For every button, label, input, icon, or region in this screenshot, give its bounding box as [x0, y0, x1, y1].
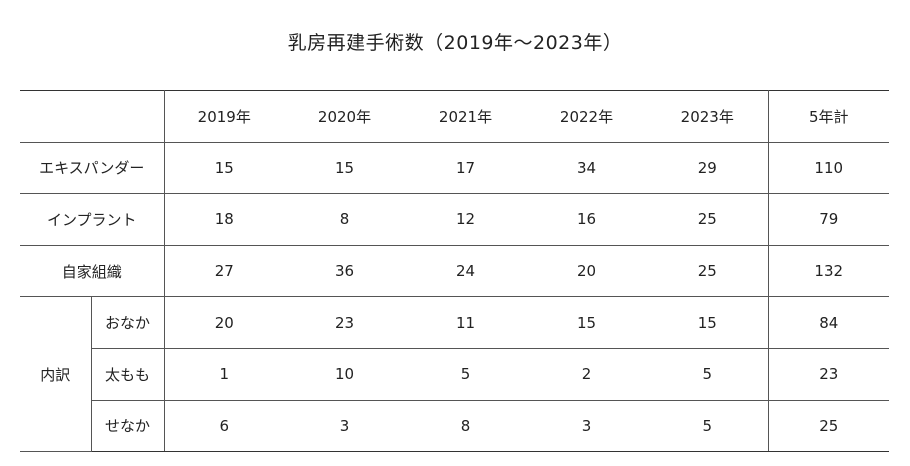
table-cell: 5: [647, 347, 769, 401]
table-row: 太もも 1 10 5 2 5 23: [20, 347, 889, 401]
row-label: 自家組織: [20, 244, 165, 298]
total-cell: 84: [768, 296, 889, 349]
table-cell: 25: [647, 244, 769, 298]
table-cell: 5: [405, 347, 526, 401]
row-label: エキスパンダー: [20, 141, 165, 195]
column-header: 2022年: [526, 90, 647, 143]
table-cell: 25: [647, 193, 769, 246]
table-cell: 10: [284, 347, 405, 401]
header-row: 2019年 2020年 2021年 2022年 2023年 5年計: [20, 90, 889, 143]
page-title: 乳房再建手術数（2019年～2023年）: [287, 32, 623, 54]
total-cell: 79: [768, 193, 889, 246]
table-cell: 11: [405, 296, 526, 349]
table-row: エキスパンダー 15 15 17 34 29 110: [20, 141, 889, 195]
row-label: インプラント: [20, 193, 165, 246]
table-cell: 2: [526, 347, 647, 401]
table-cell: 3: [526, 399, 647, 453]
table-cell: 20: [164, 296, 284, 349]
table-cell: 18: [164, 193, 284, 246]
column-header: 2023年: [647, 90, 769, 143]
corner-cell: [20, 90, 165, 143]
total-cell: 110: [768, 141, 889, 195]
total-cell: 23: [768, 347, 889, 401]
table-cell: 15: [647, 296, 769, 349]
table-cell: 15: [284, 141, 405, 195]
table-cell: 24: [405, 244, 526, 298]
table-cell: 16: [526, 193, 647, 246]
sub-row-label: せなか: [91, 399, 165, 453]
table-cell: 15: [526, 296, 647, 349]
total-cell: 25: [768, 399, 889, 453]
column-header: 2019年: [164, 90, 284, 143]
total-cell: 132: [768, 244, 889, 298]
sub-row-label: おなか: [91, 296, 165, 349]
table-row: せなか 6 3 8 3 5 25: [20, 399, 889, 453]
table-cell: 8: [405, 399, 526, 453]
table-cell: 5: [647, 399, 769, 453]
table-row: 自家組織 27 36 24 20 25 132: [20, 244, 889, 298]
table-cell: 17: [405, 141, 526, 195]
table-cell: 3: [284, 399, 405, 453]
table-cell: 8: [284, 193, 405, 246]
table-cell: 15: [164, 141, 284, 195]
column-header-total: 5年計: [768, 90, 889, 143]
table-cell: 27: [164, 244, 284, 298]
column-header: 2021年: [405, 90, 526, 143]
table-cell: 6: [164, 399, 284, 453]
table-row: 内訳 おなか 20 23 11 15 15 84: [20, 296, 889, 453]
table-cell: 29: [647, 141, 769, 195]
table-cell: 23: [284, 296, 405, 349]
table-cell: 34: [526, 141, 647, 195]
table-cell: 36: [284, 244, 405, 298]
table-cell: 20: [526, 244, 647, 298]
table-cell: 1: [164, 347, 284, 401]
group-label: 内訳: [20, 296, 92, 453]
table-row: インプラント 18 8 12 16 25 79: [20, 193, 889, 246]
surgery-count-table: 2019年 2020年 2021年 2022年 2023年 5年計 エキスパンダ…: [20, 90, 889, 453]
column-header: 2020年: [284, 90, 405, 143]
table-cell: 12: [405, 193, 526, 246]
sub-row-label: 太もも: [91, 347, 165, 401]
